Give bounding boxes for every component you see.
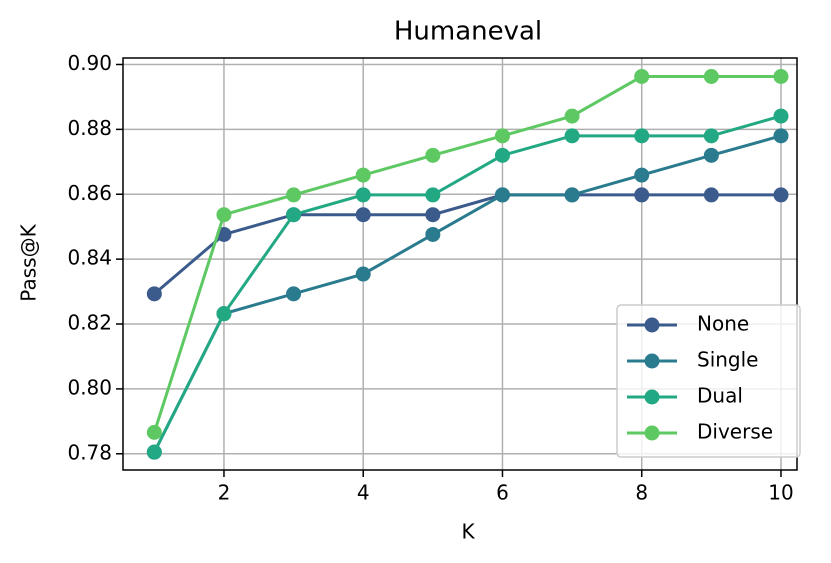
data-point <box>773 187 789 203</box>
data-point <box>146 286 162 302</box>
series-line <box>152 74 781 433</box>
y-tick-label: 0.78 <box>67 440 112 464</box>
x-tick-label: 2 <box>218 481 231 505</box>
data-point <box>634 167 650 183</box>
data-point <box>355 187 371 203</box>
y-tick-label: 0.88 <box>67 116 112 140</box>
data-point <box>564 108 580 124</box>
data-point <box>425 147 441 163</box>
chart-title: Humaneval <box>394 17 542 47</box>
data-point <box>425 187 441 203</box>
grid <box>123 58 797 470</box>
y-axis-label: Pass@K <box>17 223 41 301</box>
data-point <box>494 147 510 163</box>
data-point <box>703 147 719 163</box>
data-point <box>355 207 371 223</box>
data-point <box>425 226 441 242</box>
series-line <box>152 134 782 453</box>
legend-label: Dual <box>697 384 743 408</box>
legend-box <box>616 304 801 458</box>
data-point <box>564 187 580 203</box>
x-tick-label: 8 <box>635 481 648 505</box>
data-point <box>146 424 162 440</box>
data-point <box>286 286 302 302</box>
data-point <box>703 68 719 84</box>
data-point <box>634 68 650 84</box>
data-point <box>494 187 510 203</box>
data-point <box>703 187 719 203</box>
data-point <box>703 128 719 144</box>
legend-label: Diverse <box>697 420 773 444</box>
x-tick-label: 10 <box>768 481 793 505</box>
data-point <box>634 187 650 203</box>
data-point <box>773 108 789 124</box>
series-line <box>152 114 782 453</box>
y-tick-label: 0.84 <box>67 246 112 270</box>
data-point <box>564 128 580 144</box>
legend-marker <box>644 317 660 333</box>
data-point <box>634 128 650 144</box>
data-point <box>146 444 162 460</box>
x-tick-label: 6 <box>496 481 509 505</box>
y-tick-label: 0.86 <box>67 181 112 205</box>
plot-frame <box>122 57 798 471</box>
data-point <box>216 306 232 322</box>
series-line <box>153 193 781 295</box>
y-tick-label: 0.90 <box>67 51 112 75</box>
legend-label: None <box>697 312 749 336</box>
data-point <box>355 167 371 183</box>
legend-marker <box>644 389 660 405</box>
x-tick-label: 4 <box>357 481 370 505</box>
data-point <box>425 207 441 223</box>
x-axis-label: K <box>461 520 475 544</box>
legend-marker <box>644 425 660 441</box>
data-point <box>286 207 302 223</box>
data-point <box>773 128 789 144</box>
y-tick-label: 0.80 <box>67 375 112 399</box>
data-point <box>286 187 302 203</box>
data-point <box>355 266 371 282</box>
data-point <box>773 68 789 84</box>
y-tick-label: 0.82 <box>67 311 112 335</box>
legend-label: Single <box>697 348 758 372</box>
data-point <box>216 207 232 223</box>
legend-marker <box>644 353 660 369</box>
data-point <box>494 128 510 144</box>
